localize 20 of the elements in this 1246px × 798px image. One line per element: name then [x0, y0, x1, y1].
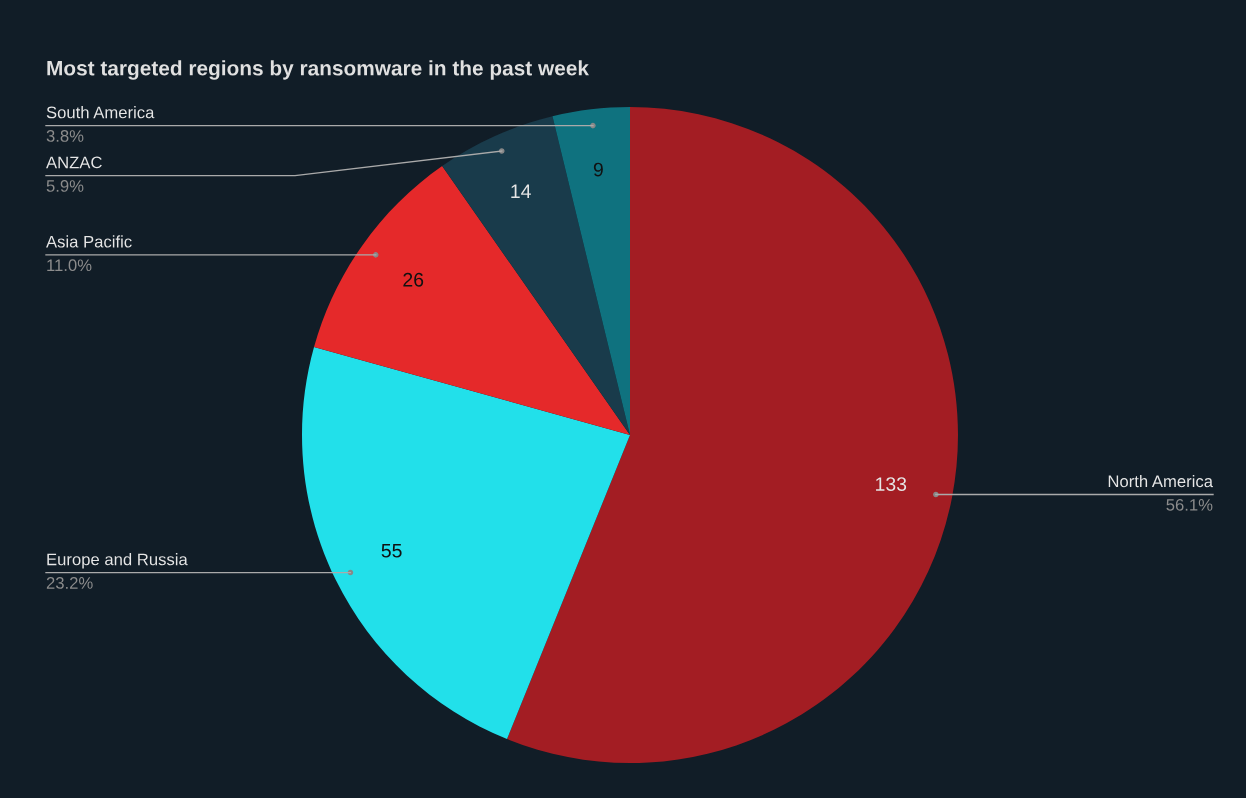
- slice-label: Europe and Russia: [47, 553, 188, 569]
- pie-slice: [506, 107, 958, 763]
- text: 23.2%: [46, 577, 93, 589]
- data-label: 14: [511, 184, 531, 198]
- text: 5.9%: [46, 180, 84, 192]
- text: 11.0%: [47, 259, 92, 272]
- data-label: 26: [403, 272, 424, 287]
- pie-slice: [442, 116, 630, 435]
- data-label: 133: [876, 477, 907, 491]
- pie-slice: [302, 346, 630, 740]
- text: 3.8%: [46, 130, 84, 142]
- slice-label: South America: [46, 106, 155, 119]
- data-label: 9: [593, 162, 603, 177]
- slice-label: North America: [1108, 474, 1213, 488]
- slice-label: Asia Pacific: [46, 235, 132, 248]
- pie-slice: [552, 107, 630, 435]
- chart-title: Most targeted regions by ransomware in the past week: [47, 60, 589, 80]
- slice-label: ANZAC: [46, 156, 102, 169]
- data-label: 55: [381, 543, 402, 558]
- text: 56.1%: [1166, 498, 1213, 511]
